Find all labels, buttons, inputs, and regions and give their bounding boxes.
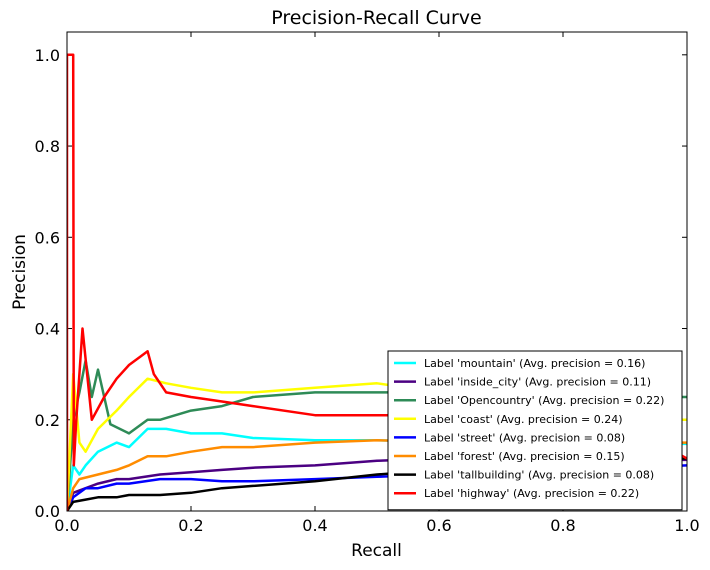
y-tick-label: 0.4 (35, 320, 60, 339)
legend-entry: Label 'forest' (Avg. precision = 0.15) (424, 450, 625, 463)
legend-entry: Label 'Opencountry' (Avg. precision = 0.… (424, 394, 664, 407)
y-tick-label: 0.0 (35, 502, 60, 521)
legend-entry: Label 'highway' (Avg. precision = 0.22) (424, 487, 639, 500)
legend-entry: Label 'inside_city' (Avg. precision = 0.… (424, 376, 651, 389)
chart-title: Precision-Recall Curve (271, 7, 481, 29)
legend-entry: Label 'tallbuilding' (Avg. precision = 0… (424, 469, 654, 482)
legend-entry: Label 'coast' (Avg. precision = 0.24) (424, 413, 623, 426)
x-tick-label: 0.6 (426, 516, 451, 535)
y-tick-label: 0.6 (35, 228, 60, 247)
x-axis-label: Recall (351, 541, 402, 561)
x-tick-label: 1.0 (674, 516, 699, 535)
y-axis-label: Precision (10, 234, 30, 310)
legend-entry: Label 'street' (Avg. precision = 0.08) (424, 431, 625, 444)
y-tick-label: 1.0 (35, 46, 60, 65)
x-tick-label: 0.0 (54, 516, 79, 535)
y-tick-label: 0.2 (35, 411, 60, 430)
y-tick-label: 0.8 (35, 137, 60, 156)
legend-box (387, 350, 683, 511)
legend: Label 'mountain' (Avg. precision = 0.16)… (387, 350, 683, 511)
legend-entry: Label 'mountain' (Avg. precision = 0.16) (424, 357, 645, 370)
plot-frame (66, 31, 688, 512)
x-tick-label: 0.4 (302, 516, 327, 535)
x-tick-label: 0.2 (178, 516, 203, 535)
x-tick-label: 0.8 (550, 516, 575, 535)
